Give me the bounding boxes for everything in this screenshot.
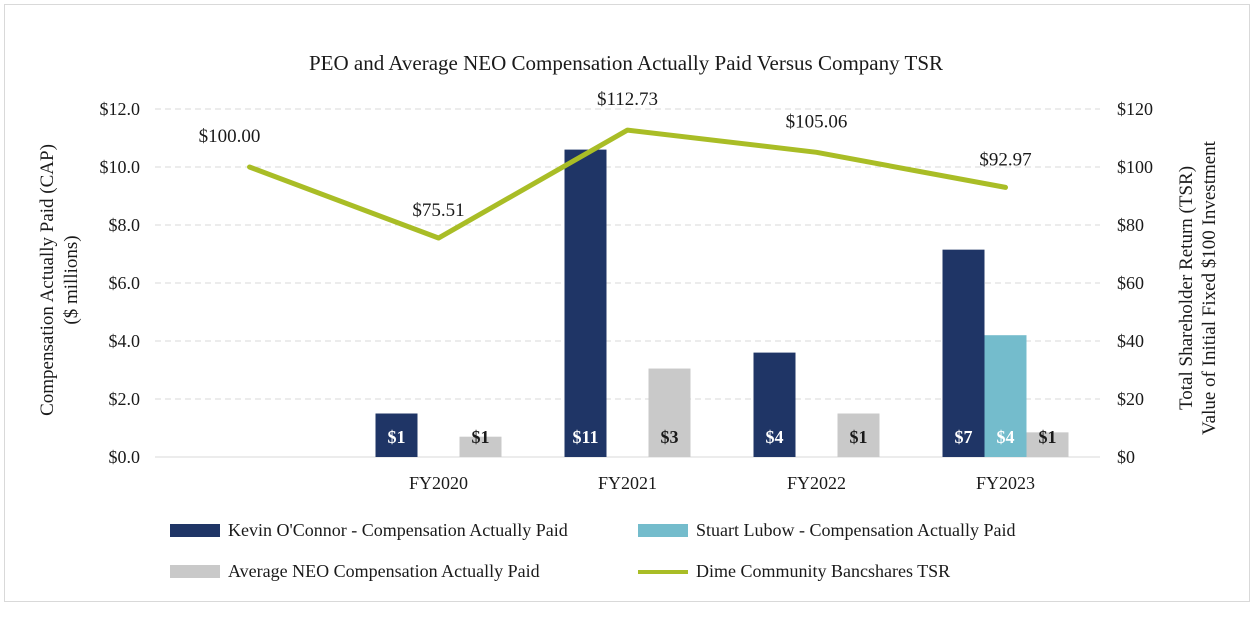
- x-tick-label: FY2022: [787, 473, 846, 493]
- left-axis-label-line1: Compensation Actually Paid (CAP): [37, 144, 58, 416]
- right-tick-label: $40: [1117, 331, 1144, 351]
- right-axis-label-line1: Total Shareholder Return (TSR): [1176, 166, 1197, 410]
- bars: [375, 149, 1069, 457]
- bar-average-neo-label: $1: [472, 427, 490, 447]
- tsr-data-label: $92.97: [979, 149, 1031, 170]
- legend-label-tsr: Dime Community Bancshares TSR: [696, 561, 951, 581]
- bar-stuart-label: $4: [997, 427, 1015, 447]
- bar-average-neo: [459, 436, 502, 457]
- x-tick-label: FY2020: [409, 473, 468, 493]
- legend-item-stuart: Stuart Lubow - Compensation Actually Pai…: [638, 520, 1015, 541]
- x-tick-label: FY2023: [976, 473, 1035, 493]
- left-tick-label: $0.0: [109, 447, 141, 467]
- bar-average-neo-label: $1: [850, 427, 868, 447]
- tsr-line: [247, 127, 1008, 241]
- tsr-data-label: $75.51: [412, 200, 464, 221]
- bar-stuart: [984, 335, 1027, 457]
- legend-swatch-average-neo: [170, 565, 220, 578]
- right-axis: $0 $20 $40 $60 $80 $100 $120: [1117, 99, 1153, 467]
- bar-average-neo-label: $1: [1039, 427, 1057, 447]
- tsr-labels: $100.00 $75.51 $112.73 $105.06 $92.97: [199, 89, 1032, 221]
- bar-average-neo: [837, 413, 880, 457]
- bar-kevin: [564, 149, 607, 457]
- legend-item-tsr: Dime Community Bancshares TSR: [638, 561, 950, 582]
- legend-label-kevin: Kevin O'Connor - Compensation Actually P…: [228, 520, 568, 540]
- x-axis-labels: FY2020 FY2021 FY2022 FY2023: [409, 473, 1035, 493]
- left-axis: $0.0 $2.0 $4.0 $6.0 $8.0 $10.0 $12.0: [100, 99, 141, 467]
- right-axis-label-line2: Value of Initial Fixed $100 Investment: [1199, 140, 1220, 435]
- legend-label-stuart: Stuart Lubow - Compensation Actually Pai…: [696, 520, 1016, 540]
- legend-label-average-neo: Average NEO Compensation Actually Paid: [228, 561, 540, 581]
- legend-swatch-stuart: [638, 524, 688, 537]
- bar-kevin-label: $7: [955, 427, 973, 447]
- left-tick-label: $12.0: [100, 99, 141, 119]
- tsr-data-label: $112.73: [597, 89, 658, 110]
- right-tick-label: $60: [1117, 273, 1144, 293]
- left-tick-label: $6.0: [109, 273, 141, 293]
- right-tick-label: $20: [1117, 389, 1144, 409]
- chart-frame: [4, 4, 1250, 602]
- legend-swatch-tsr: [638, 569, 688, 574]
- legend-swatch-kevin: [170, 524, 220, 537]
- left-tick-label: $4.0: [109, 331, 141, 351]
- bar-average-neo-label: $3: [661, 427, 679, 447]
- bar-kevin-label: $4: [766, 427, 784, 447]
- tsr-data-label: $100.00: [199, 126, 261, 147]
- tsr-data-label: $105.06: [786, 111, 848, 132]
- legend-item-kevin: Kevin O'Connor - Compensation Actually P…: [170, 520, 568, 541]
- right-tick-label: $120: [1117, 99, 1153, 119]
- chart-title: PEO and Average NEO Compensation Actuall…: [309, 51, 943, 75]
- x-tick-label: FY2021: [598, 473, 657, 493]
- bar-kevin: [753, 352, 796, 457]
- right-tick-label: $0: [1117, 447, 1135, 467]
- right-tick-label: $80: [1117, 215, 1144, 235]
- legend-item-average-neo: Average NEO Compensation Actually Paid: [170, 561, 540, 582]
- bar-kevin-label: $11: [572, 427, 598, 447]
- bar-kevin: [942, 249, 985, 457]
- tsr-line-series: [247, 127, 1008, 241]
- bar-average-neo: [1026, 432, 1069, 457]
- left-tick-label: $10.0: [100, 157, 141, 177]
- left-tick-label: $8.0: [109, 215, 141, 235]
- left-tick-label: $2.0: [109, 389, 141, 409]
- left-axis-label-line2: ($ millions): [61, 235, 82, 324]
- bar-average-neo: [648, 368, 691, 457]
- bar-kevin: [375, 413, 418, 457]
- bar-kevin-label: $1: [388, 427, 406, 447]
- right-tick-label: $100: [1117, 157, 1153, 177]
- bar-labels: $1 $11 $4 $7 $4 $1 $3 $1 $1: [388, 427, 1057, 447]
